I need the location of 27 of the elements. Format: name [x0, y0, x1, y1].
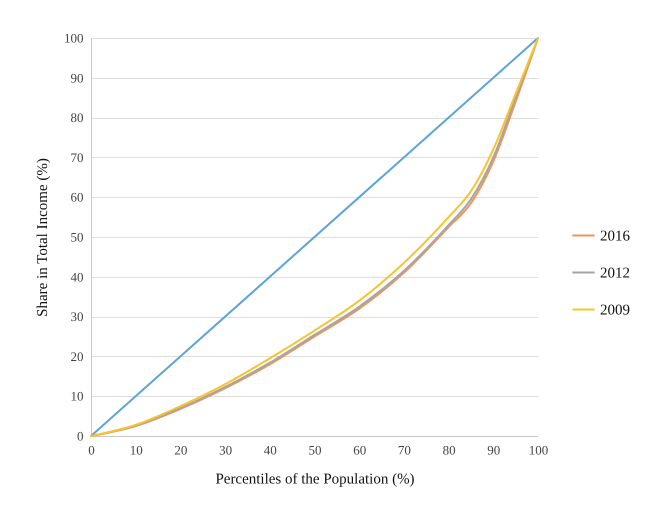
y-tick-label: 50 [70, 230, 84, 244]
x-tick-label: 40 [264, 442, 277, 458]
x-tick-label: 50 [308, 442, 322, 458]
x-tick-label: 60 [353, 442, 366, 458]
x-tick-label: 80 [442, 442, 456, 458]
x-tick-label: 20 [174, 442, 188, 458]
y-tick-label: 30 [70, 309, 84, 324]
y-tick-label: 0 [77, 428, 84, 444]
x-tick-label: 90 [487, 442, 500, 458]
y-tick-label: 40 [70, 269, 84, 284]
y-tick-label: 90 [70, 70, 84, 86]
y-tick-label: 80 [70, 110, 84, 126]
y-tick-label: 100 [64, 30, 84, 46]
x-tick-label: 30 [219, 442, 232, 458]
legend-label: 2009 [600, 302, 630, 318]
x-tick-label: 0 [88, 442, 95, 458]
x-tick-label: 70 [398, 442, 411, 458]
y-tick-label: 60 [70, 190, 84, 205]
x-tick-label: 10 [130, 442, 143, 458]
y-tick-label: 20 [70, 348, 84, 364]
legend-label: 2016 [600, 228, 630, 244]
y-tick-label: 10 [70, 388, 84, 404]
y-tick-label: 70 [70, 150, 84, 165]
y-axis-title: Share in Total Income (%) [35, 158, 51, 317]
x-axis-title: Percentiles of the Population (%) [215, 472, 415, 488]
legend-label: 2012 [600, 266, 630, 282]
x-tick-label: 100 [528, 442, 548, 458]
